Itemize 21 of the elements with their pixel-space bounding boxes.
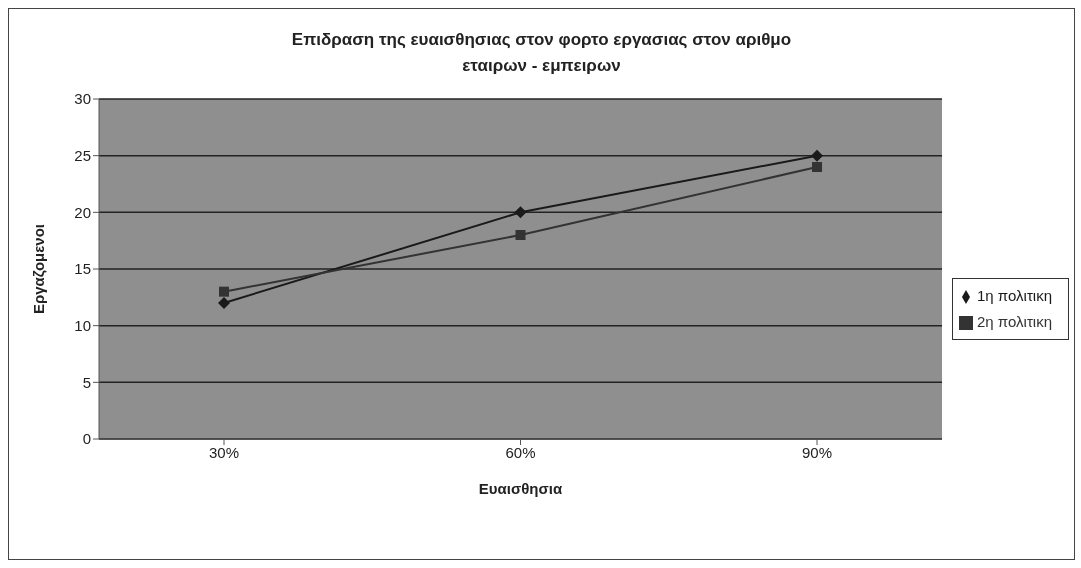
y-axis-title: Εργαζομενοι	[30, 223, 48, 315]
chart-title: Επιδραση της ευαισθησιας στον φορτο εργασιας στον αριθμο εταιρων - εμπειρων	[290, 29, 793, 77]
y-tick-label: 15	[74, 260, 91, 278]
y-tick-label: 20	[74, 203, 91, 221]
y-tick-label: 0	[82, 430, 91, 448]
legend-label: 1η πολιτικη	[977, 287, 1052, 304]
x-tick-label: 30%	[208, 443, 240, 461]
y-tick-label: 5	[82, 373, 91, 391]
y-tick-label: 10	[74, 316, 91, 334]
point	[812, 162, 823, 172]
y-tick-label: 25	[74, 146, 91, 164]
point	[218, 297, 230, 309]
point	[219, 286, 229, 297]
y-tick-label: 30	[74, 90, 91, 108]
x-tick-label: 90%	[802, 443, 833, 461]
legend-label: 2η πολιτικη	[977, 313, 1052, 330]
x-axis-title: Ευαισθησια	[478, 480, 563, 497]
point	[514, 206, 527, 219]
point	[515, 230, 526, 240]
point	[811, 149, 824, 162]
x-tick-label: 60%	[505, 443, 536, 461]
